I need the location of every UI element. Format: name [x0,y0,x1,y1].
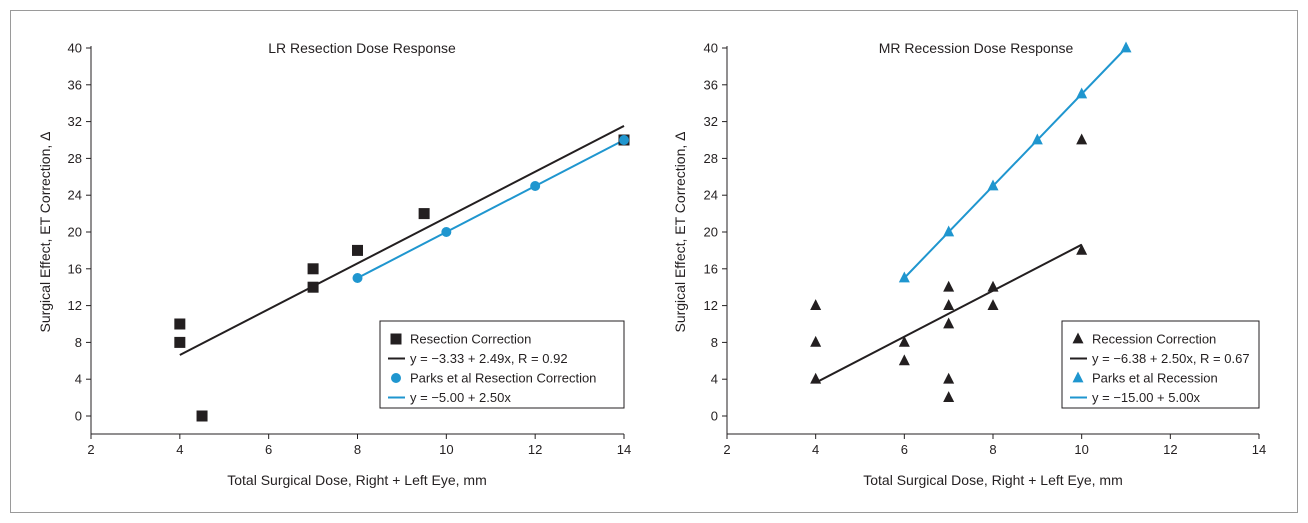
data-point [174,318,186,330]
data-point [352,273,363,283]
data-point [943,317,955,329]
data-point [352,244,363,256]
x-tick-label: 12 [528,442,542,457]
y-tick-label: 32 [68,114,82,129]
data-point [1076,133,1088,145]
legend-entry: y = −3.33 + 2.49x, R = 0.92 [410,351,568,366]
legend-marker [390,333,402,345]
y-tick-label: 20 [704,225,718,240]
regression-line [179,125,625,356]
x-axis-label: Total Surgical Dose, Right + Left Eye, m… [227,472,487,488]
data-point [307,281,319,293]
data-point [810,335,822,347]
data-point [1031,133,1043,145]
y-tick-label: 28 [704,151,718,166]
data-point [898,335,910,347]
data-point [418,208,430,220]
y-tick-label: 40 [704,41,718,56]
legend: Resection Correction y = −3.33 + 2.49x, R… [379,320,625,409]
data-point [898,271,910,283]
y-tick-label: 24 [68,188,82,203]
data-point [810,372,822,384]
y-tick-label: 24 [704,188,718,203]
legend-entry: Resection Correction [410,332,531,347]
x-tick-label: 6 [265,442,272,457]
legend-marker [1072,371,1084,383]
chart-title: LR Resection Dose Response [268,40,456,56]
chart-left: LR Resection Dose Response 0481216202428… [37,40,631,488]
data-point [810,299,822,310]
y-tick-label: 32 [704,114,718,129]
y-tick-label: 4 [711,372,718,387]
data-point [943,372,955,384]
x-tick-label: 6 [901,442,908,457]
chart-title: MR Recession Dose Response [879,40,1074,56]
x-tick-label: 14 [1252,442,1266,457]
y-axis-label: Surgical Effect, ET Correction, Δ [672,131,688,332]
legend-entry: y = −5.00 + 2.50x [410,390,511,405]
y-tick-label: 16 [68,261,82,276]
data-point [987,299,999,310]
y-tick-label: 36 [68,77,82,92]
legend-entry: Parks et al Recession [1092,371,1218,386]
y-tick-label: 0 [75,409,82,424]
y-tick-label: 0 [711,409,718,424]
data-point [943,225,955,237]
data-point [1120,41,1132,53]
x-tick-label: 10 [439,442,453,457]
legend-marker [391,373,401,383]
data-point [943,391,955,402]
y-tick-label: 8 [75,335,82,350]
figure-frame [10,10,1298,513]
x-tick-label: 10 [1074,442,1088,457]
y-tick-label: 12 [704,298,718,313]
y-tick-label: 12 [68,298,82,313]
data-point [174,336,186,348]
x-axis-label: Total Surgical Dose, Right + Left Eye, m… [863,472,1123,488]
y-axis-label: Surgical Effect, ET Correction, Δ [37,131,53,332]
data-point [987,280,999,292]
data-point [1076,243,1088,255]
chart-right: MR Recession Dose Response 0481216202428… [672,40,1266,488]
legend-box [1061,320,1260,409]
data-point [898,354,910,366]
data-point [196,410,208,422]
y-tick-label: 16 [704,261,718,276]
legend-entry: y = −6.38 + 2.50x, R = 0.67 [1092,351,1250,366]
legend-entry: Recession Correction [1092,332,1216,347]
y-tick-label: 8 [711,335,718,350]
x-tick-label: 8 [354,442,361,457]
y-tick-label: 36 [704,77,718,92]
x-tick-label: 2 [723,442,730,457]
data-point [441,227,452,237]
regression-line [903,47,1127,279]
data-point [943,280,955,292]
regression-line [357,139,625,279]
data-point [987,179,999,191]
x-tick-label: 8 [989,442,996,457]
data-point [530,181,541,191]
data-point [943,299,955,310]
legend: Recession Correction y = −6.38 + 2.50x, R… [1061,320,1260,409]
data-point [1076,87,1088,99]
legend-box [379,320,625,409]
y-tick-label: 40 [68,41,82,56]
x-tick-label: 12 [1163,442,1177,457]
data-point [307,263,319,275]
y-tick-label: 4 [75,372,82,387]
legend-entry: Parks et al Resection Correction [410,371,596,386]
y-tick-label: 28 [68,151,82,166]
x-tick-label: 4 [812,442,819,457]
legend-marker [1072,332,1084,344]
x-tick-label: 4 [176,442,183,457]
data-point [619,135,629,145]
legend-entry: y = −15.00 + 5.00x [1092,390,1201,405]
x-tick-label: 14 [617,442,631,457]
x-tick-label: 2 [87,442,94,457]
y-tick-label: 20 [68,225,82,240]
regression-line [815,243,1083,384]
